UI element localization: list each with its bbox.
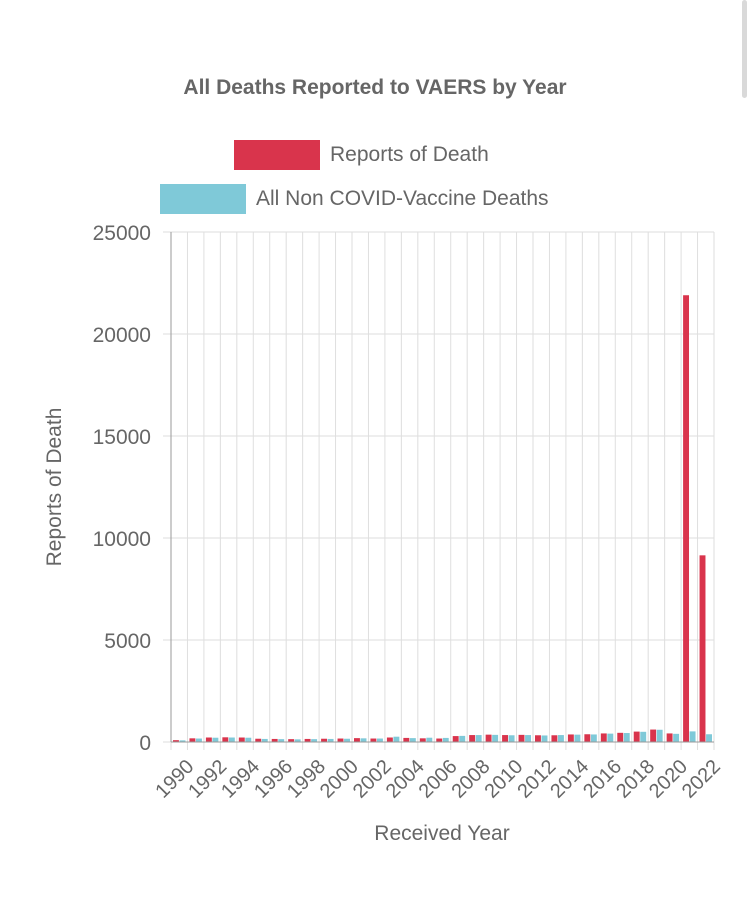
bar-non-covid-deaths-1998[interactable] (311, 739, 318, 742)
bar-reports-of-death-2017[interactable] (617, 732, 624, 742)
legend-swatch-non-covid-deaths (160, 184, 246, 214)
bars (173, 295, 712, 742)
bar-reports-of-death-1993[interactable] (222, 737, 229, 742)
y-tick-labels: 25000 20000 15000 10000 5000 0 (93, 222, 151, 755)
bar-non-covid-deaths-1990[interactable] (179, 740, 186, 742)
bar-non-covid-deaths-2005[interactable] (426, 737, 433, 742)
bar-reports-of-death-2009[interactable] (485, 734, 492, 742)
y-tick-label: 10000 (93, 528, 151, 551)
bar-reports-of-death-2008[interactable] (469, 735, 476, 742)
bar-reports-of-death-2015[interactable] (584, 734, 591, 742)
bar-non-covid-deaths-2019[interactable] (656, 729, 663, 742)
bar-reports-of-death-1992[interactable] (205, 737, 212, 742)
x-axis-label: Received Year (374, 822, 509, 845)
axes (170, 232, 714, 743)
bar-reports-of-death-1990[interactable] (173, 740, 179, 742)
legend-label-reports-of-death: Reports of Death (330, 143, 489, 166)
bar-reports-of-death-2004[interactable] (403, 737, 410, 742)
bar-non-covid-deaths-2006[interactable] (442, 737, 449, 742)
bar-non-covid-deaths-2021[interactable] (689, 731, 696, 742)
bar-non-covid-deaths-2010[interactable] (508, 735, 515, 742)
bar-non-covid-deaths-2008[interactable] (475, 735, 482, 742)
y-tick-label: 0 (139, 732, 151, 755)
y-tick-label: 5000 (104, 630, 151, 653)
scrollbar-thumb[interactable] (742, 0, 747, 98)
bar-reports-of-death-2018[interactable] (633, 731, 640, 742)
bar-non-covid-deaths-1993[interactable] (228, 737, 235, 742)
bar-non-covid-deaths-2002[interactable] (376, 738, 383, 742)
bar-reports-of-death-2014[interactable] (567, 734, 574, 742)
legend-item-reports-of-death[interactable]: Reports of Death (234, 140, 489, 170)
bar-reports-of-death-1999[interactable] (321, 738, 328, 742)
bar-non-covid-deaths-2013[interactable] (557, 735, 564, 742)
bar-reports-of-death-2020[interactable] (666, 733, 673, 742)
bar-reports-of-death-1995[interactable] (255, 738, 262, 742)
bar-non-covid-deaths-2018[interactable] (640, 731, 647, 742)
bar-non-covid-deaths-2014[interactable] (574, 734, 581, 742)
bar-non-covid-deaths-2003[interactable] (393, 736, 400, 742)
bar-reports-of-death-2011[interactable] (518, 734, 525, 742)
bar-reports-of-death-1994[interactable] (238, 737, 245, 742)
y-tick-label: 15000 (93, 426, 151, 449)
bar-reports-of-death-2002[interactable] (370, 738, 377, 742)
grid-lines (163, 231, 715, 750)
bar-non-covid-deaths-2007[interactable] (459, 735, 466, 742)
bar-non-covid-deaths-2012[interactable] (541, 735, 548, 742)
bar-reports-of-death-1997[interactable] (288, 739, 295, 742)
y-tick-label: 25000 (93, 222, 151, 245)
y-axis-label: Reports of Death (43, 408, 66, 567)
bar-non-covid-deaths-2022[interactable] (706, 734, 712, 742)
bar-reports-of-death-2006[interactable] (436, 738, 443, 742)
bar-reports-of-death-2021[interactable] (683, 295, 690, 742)
bar-non-covid-deaths-1995[interactable] (261, 738, 268, 742)
bar-reports-of-death-2019[interactable] (650, 729, 657, 742)
bar-reports-of-death-2013[interactable] (551, 735, 558, 742)
y-tick-label: 20000 (93, 324, 151, 347)
chart-title: All Deaths Reported to VAERS by Year (183, 76, 567, 99)
bar-reports-of-death-1996[interactable] (271, 738, 278, 742)
bar-non-covid-deaths-1997[interactable] (294, 739, 301, 742)
bar-non-covid-deaths-2000[interactable] (344, 738, 350, 742)
legend-item-non-covid-deaths[interactable]: All Non COVID-Vaccine Deaths (160, 184, 549, 214)
bar-non-covid-deaths-2001[interactable] (360, 738, 367, 742)
bar-non-covid-deaths-2017[interactable] (623, 733, 630, 742)
legend-label-non-covid-deaths: All Non COVID-Vaccine Deaths (256, 187, 549, 210)
bar-non-covid-deaths-2016[interactable] (607, 733, 614, 742)
bar-non-covid-deaths-2020[interactable] (673, 733, 680, 742)
legend-swatch-reports-of-death (234, 140, 320, 170)
x-tick-label: 2022 (678, 756, 725, 803)
bar-reports-of-death-2000[interactable] (337, 738, 344, 742)
bar-non-covid-deaths-1992[interactable] (212, 737, 219, 742)
bar-reports-of-death-1991[interactable] (189, 738, 196, 742)
bar-non-covid-deaths-1996[interactable] (278, 739, 285, 742)
bar-non-covid-deaths-1991[interactable] (195, 738, 202, 742)
bar-non-covid-deaths-2004[interactable] (409, 738, 416, 742)
bar-reports-of-death-2010[interactable] (502, 735, 509, 742)
bar-non-covid-deaths-1994[interactable] (245, 737, 252, 742)
bar-non-covid-deaths-2015[interactable] (590, 734, 597, 742)
bar-reports-of-death-2005[interactable] (419, 738, 426, 742)
bar-reports-of-death-2001[interactable] (354, 738, 360, 742)
bar-reports-of-death-2003[interactable] (386, 737, 393, 742)
bar-non-covid-deaths-2009[interactable] (492, 734, 499, 742)
bar-reports-of-death-1998[interactable] (304, 738, 311, 742)
bar-non-covid-deaths-1999[interactable] (327, 738, 334, 742)
bar-non-covid-deaths-2011[interactable] (525, 735, 531, 742)
bar-reports-of-death-2022[interactable] (699, 555, 706, 742)
bar-reports-of-death-2012[interactable] (535, 735, 541, 742)
x-tick-labels: 1990199219941996199820002002200420062008… (151, 756, 725, 803)
bar-reports-of-death-2007[interactable] (452, 736, 459, 742)
bar-reports-of-death-2016[interactable] (600, 733, 607, 742)
